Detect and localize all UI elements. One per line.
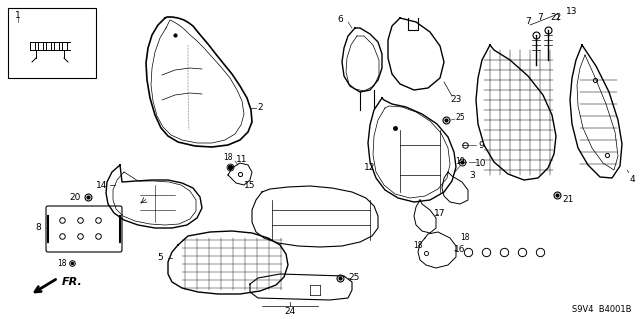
Text: S9V4  B4001B: S9V4 B4001B — [573, 306, 632, 315]
Text: 10: 10 — [476, 159, 487, 167]
Text: 12: 12 — [364, 164, 376, 173]
Text: 7: 7 — [537, 13, 543, 23]
Text: 11: 11 — [236, 155, 248, 165]
Text: 1: 1 — [15, 11, 21, 19]
Bar — [8, 8, 96, 78]
Text: 25: 25 — [348, 273, 360, 283]
Text: 25: 25 — [455, 114, 465, 122]
Text: 21: 21 — [563, 196, 573, 204]
Text: 18: 18 — [223, 153, 233, 162]
Text: 15: 15 — [244, 181, 256, 189]
Text: 9: 9 — [478, 140, 484, 150]
Text: 18: 18 — [413, 241, 423, 249]
Text: 5: 5 — [157, 254, 163, 263]
Text: 2: 2 — [257, 103, 263, 113]
Text: 3: 3 — [469, 170, 475, 180]
Text: 19: 19 — [455, 158, 465, 167]
Text: 13: 13 — [566, 8, 578, 17]
Text: 16: 16 — [454, 246, 466, 255]
Text: 14: 14 — [96, 181, 108, 189]
Text: 22: 22 — [550, 13, 562, 23]
Text: 23: 23 — [451, 95, 461, 105]
Text: 4: 4 — [629, 175, 635, 184]
Text: 7: 7 — [525, 18, 531, 26]
Text: 24: 24 — [284, 307, 296, 315]
FancyBboxPatch shape — [46, 206, 122, 252]
Text: 8: 8 — [35, 224, 41, 233]
Text: FR.: FR. — [62, 277, 83, 287]
Text: 17: 17 — [435, 210, 445, 219]
Text: 18: 18 — [57, 258, 67, 268]
Text: 18: 18 — [460, 234, 470, 242]
Text: 6: 6 — [337, 16, 343, 25]
Text: 20: 20 — [69, 192, 81, 202]
